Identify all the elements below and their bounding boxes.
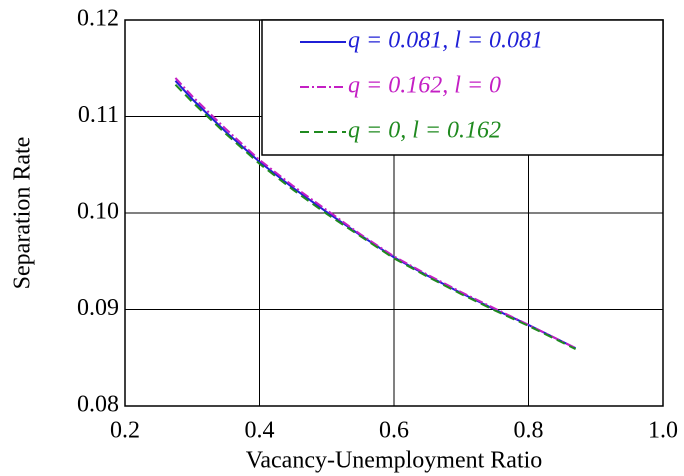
y-axis-label: Separation Rate [10, 137, 36, 290]
series-line [174, 83, 577, 350]
x-tick-label: 0.2 [110, 418, 140, 444]
x-tick-label: 0.8 [514, 418, 544, 444]
x-axis-label: Vacancy-Unemployment Ratio [246, 448, 543, 474]
x-tick-label: 1.0 [648, 418, 678, 444]
y-tick-label: 0.08 [77, 392, 119, 418]
y-tick-label: 0.10 [77, 199, 119, 225]
y-tick-label: 0.12 [77, 6, 119, 32]
x-tick-label: 0.6 [379, 418, 409, 444]
series-line [174, 77, 577, 349]
x-tick-label: 0.4 [245, 418, 275, 444]
y-tick-label: 0.11 [78, 102, 119, 128]
legend-label: q = 0, l = 0.162 [348, 118, 501, 144]
legend-label: q = 0.081, l = 0.081 [348, 28, 543, 54]
legend-label: q = 0.162, l = 0 [348, 73, 501, 99]
y-tick-label: 0.09 [77, 295, 119, 321]
